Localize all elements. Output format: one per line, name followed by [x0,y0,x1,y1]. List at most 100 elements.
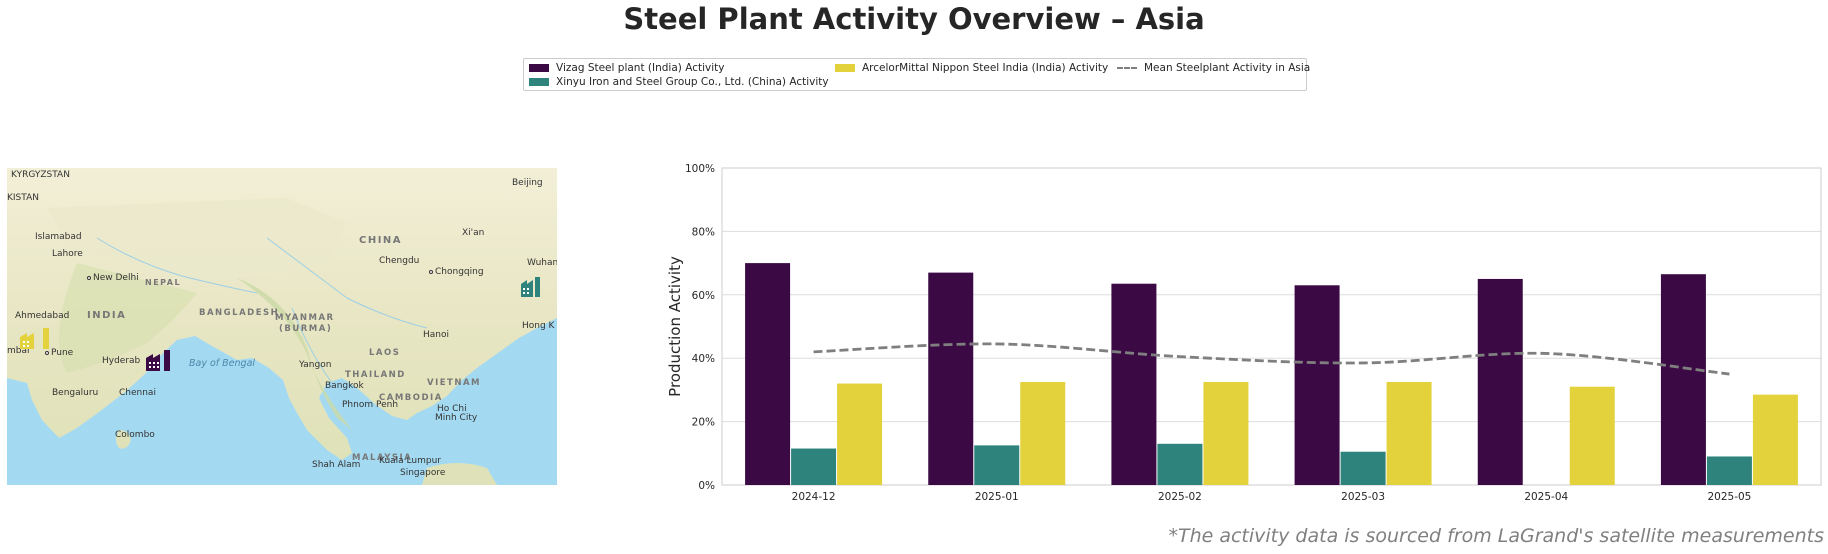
map-label-burma: (BURMA) [279,324,333,334]
x-tick-labels: 2024-12 2025-01 2025-02 2025-03 2025-04 2025-… [792,491,1752,503]
map-label-hanoi: Hanoi [423,330,449,340]
map-label-shah-alam: Shah Alam [312,460,361,470]
map-label-islamabad: Islamabad [35,232,82,242]
grid-lines [722,167,1821,486]
india-plains [59,263,197,373]
legend-label-xinyu: Xinyu Iron and Steel Group Co., Ltd. (Ch… [556,76,829,88]
map-label-bay-of-bengal: Bay of Bengal [189,358,256,369]
map-label-lahore: Lahore [52,249,83,259]
map-label-wuhan: Wuhan [527,258,557,268]
x-tick-label-2025-02: 2025-02 [1158,491,1202,503]
map-label-chongqing: Chongqing [429,267,484,277]
map-label-bangkok: Bangkok [325,381,364,391]
map-label-cambodia: CAMBODIA [379,393,443,403]
map-label-ahmedabad: Ahmedabad [15,311,70,321]
footnote: *The activity data is sourced from LaGra… [1168,525,1824,547]
bar-2025-01-series-0 [928,272,974,485]
bar-2024-12-series-1 [791,448,837,485]
legend-item-mean: Mean Steelplant Activity in Asia [1117,61,1310,75]
map-label-phnom-penh: Phnom Penh [342,400,399,410]
y-tick-label-80: 80% [692,226,715,238]
legend-label-vizag: Vizag Steel plant (India) Activity [556,62,725,74]
mean-line [813,342,1730,376]
map-label-myanmar: MYANMAR [275,313,335,323]
y-axis-label: Production Activity [666,256,684,397]
legend-swatch-xinyu [529,78,549,86]
legend-item-vizag: Vizag Steel plant (India) Activity [529,61,724,75]
map-label-xian: Xi'an [462,228,485,238]
map-label-hong-kong: Hong K [522,321,555,331]
map-label-pune: Pune [45,348,73,358]
highlands [47,198,347,283]
map-base [7,168,557,485]
map-label-colombo: Colombo [115,430,155,440]
borneo-tip [422,463,497,485]
map-label-vietnam: VIETNAM [427,378,481,388]
chart-title: Steel Plant Activity Overview – Asia [623,2,1205,36]
plot-frame [721,167,1822,486]
y-tick-label-100: 100% [685,163,715,175]
x-tick-label-2025-04: 2025-04 [1524,491,1568,503]
map-panel: KYRGYZSTAN KISTAN CHINA INDIA NEPAL BANG… [7,168,557,485]
bar-2025-02-series-2 [1203,381,1249,485]
legend-swatch-arcelormittal [835,64,855,72]
map-label-nepal: NEPAL [145,278,182,287]
map-label-kuala-lumpur: Kuala Lumpur [379,456,441,466]
map-label-beijing: Beijing [512,178,543,188]
map-label-china: CHINA [359,235,403,246]
y-tick-label-40: 40% [692,353,715,365]
map-label-hyderabad: Hyderab [102,356,141,366]
map-label-thailand: THAILAND [345,370,406,380]
map-label-ho-chi-minh-1: Ho Chi [437,404,467,414]
bar-2024-12-series-0 [745,263,791,485]
x-tick-label-2025-03: 2025-03 [1341,491,1385,503]
bar-2025-04-series-2 [1569,386,1615,485]
river-2 [266,237,428,329]
bar-2025-03-series-1 [1340,451,1386,485]
bar-2025-02-series-1 [1157,443,1203,485]
river-1 [96,237,258,294]
legend: Vizag Steel plant (India) Activity Xinyu… [523,58,1310,91]
legend-label-arcelormittal: ArcelorMittal Nippon Steel India (India)… [862,62,1109,74]
river-3 [291,307,333,384]
green-valleys [237,278,352,430]
arcelormittal-plant-icon [20,328,49,349]
y-tick-labels: 0% 20% 40% 60% 80% 100% [685,163,715,492]
map-label-chengdu: Chengdu [379,256,420,266]
legend-swatch-mean [1117,67,1137,69]
map-label-singapore: Singapore [400,468,446,478]
bar-2025-03-series-0 [1294,285,1340,485]
mean-activity-line [813,342,1730,376]
bar-2025-05-series-0 [1660,274,1706,485]
y-tick-label-20: 20% [692,417,715,429]
map-label-bangladesh: BANGLADESH [199,308,280,318]
bar-2025-05-series-2 [1752,394,1798,485]
bar-2025-03-series-2 [1386,381,1432,485]
map-label-kyrgyzstan: KYRGYZSTAN [11,170,70,180]
xinyu-plant-icon [521,277,540,297]
y-tick-label-0: 0% [698,480,715,492]
bar-2025-01-series-2 [1020,381,1066,485]
map-label-mumbai: mbai [7,346,30,356]
bar-2025-02-series-0 [1111,283,1157,485]
x-tick-label-2024-12: 2024-12 [792,491,836,503]
bar-2025-04-series-0 [1477,278,1523,485]
legend-swatch-vizag [529,64,549,72]
legend-item-arcelormittal: ArcelorMittal Nippon Steel India (India)… [835,61,1108,75]
bar-2025-01-series-1 [974,445,1020,485]
map-label-laos: LAOS [369,348,401,358]
bars [745,263,1798,485]
map-label-bengaluru: Bengaluru [52,388,99,398]
x-tick-label-2025-01: 2025-01 [975,491,1019,503]
sri-lanka [116,430,131,449]
bar-2024-12-series-2 [837,383,883,485]
y-tick-label-60: 60% [692,290,715,302]
map-label-new-delhi: New Delhi [87,273,139,283]
legend-label-mean: Mean Steelplant Activity in Asia [1144,62,1311,74]
vizag-plant-icon [146,350,170,371]
map-label-yangon: Yangon [299,360,332,370]
map-label-malaysia: MALAYSIA [352,453,413,463]
map-label-chennai: Chennai [119,388,156,398]
x-tick-label-2025-05: 2025-05 [1707,491,1751,503]
map-label-india: INDIA [87,310,127,321]
